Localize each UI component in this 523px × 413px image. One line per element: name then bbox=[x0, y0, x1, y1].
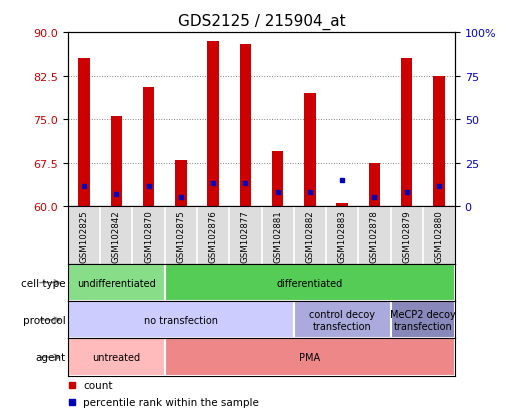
Bar bbox=[433, 76, 445, 206]
Text: PMA: PMA bbox=[299, 352, 321, 362]
Text: GSM102878: GSM102878 bbox=[370, 209, 379, 262]
Text: GSM102881: GSM102881 bbox=[273, 209, 282, 262]
Text: no transfection: no transfection bbox=[144, 315, 218, 325]
Text: protocol: protocol bbox=[22, 315, 65, 325]
Bar bbox=[336, 204, 348, 206]
Text: percentile rank within the sample: percentile rank within the sample bbox=[84, 396, 259, 406]
Text: GSM102870: GSM102870 bbox=[144, 209, 153, 262]
Text: GSM102877: GSM102877 bbox=[241, 209, 250, 262]
Text: GSM102879: GSM102879 bbox=[402, 209, 411, 262]
Bar bbox=[111, 117, 122, 206]
Bar bbox=[68, 264, 165, 301]
Bar bbox=[272, 152, 283, 206]
Bar bbox=[165, 339, 455, 376]
Bar bbox=[175, 160, 187, 206]
Bar bbox=[68, 339, 165, 376]
Text: control decoy
transfection: control decoy transfection bbox=[309, 309, 375, 331]
Bar bbox=[240, 45, 251, 206]
Text: GSM102882: GSM102882 bbox=[305, 209, 314, 262]
Text: differentiated: differentiated bbox=[277, 278, 343, 288]
Bar bbox=[78, 59, 90, 206]
Text: untreated: untreated bbox=[92, 352, 141, 362]
Bar bbox=[401, 59, 412, 206]
Text: agent: agent bbox=[35, 352, 65, 362]
Bar bbox=[143, 88, 154, 206]
Bar bbox=[68, 301, 294, 339]
Bar bbox=[165, 264, 455, 301]
Text: GSM102883: GSM102883 bbox=[338, 209, 347, 262]
Text: cell type: cell type bbox=[21, 278, 65, 288]
Bar bbox=[369, 163, 380, 206]
Title: GDS2125 / 215904_at: GDS2125 / 215904_at bbox=[178, 14, 345, 30]
Bar bbox=[391, 301, 455, 339]
Text: GSM102842: GSM102842 bbox=[112, 209, 121, 262]
Text: MeCP2 decoy
transfection: MeCP2 decoy transfection bbox=[390, 309, 456, 331]
Text: GSM102875: GSM102875 bbox=[176, 209, 185, 262]
Bar bbox=[208, 42, 219, 206]
Text: GSM102876: GSM102876 bbox=[209, 209, 218, 262]
Text: undifferentiated: undifferentiated bbox=[77, 278, 156, 288]
Text: GSM102880: GSM102880 bbox=[435, 209, 444, 262]
Bar bbox=[294, 301, 391, 339]
Text: count: count bbox=[84, 380, 113, 390]
Text: GSM102825: GSM102825 bbox=[79, 209, 88, 262]
Bar bbox=[304, 94, 315, 206]
